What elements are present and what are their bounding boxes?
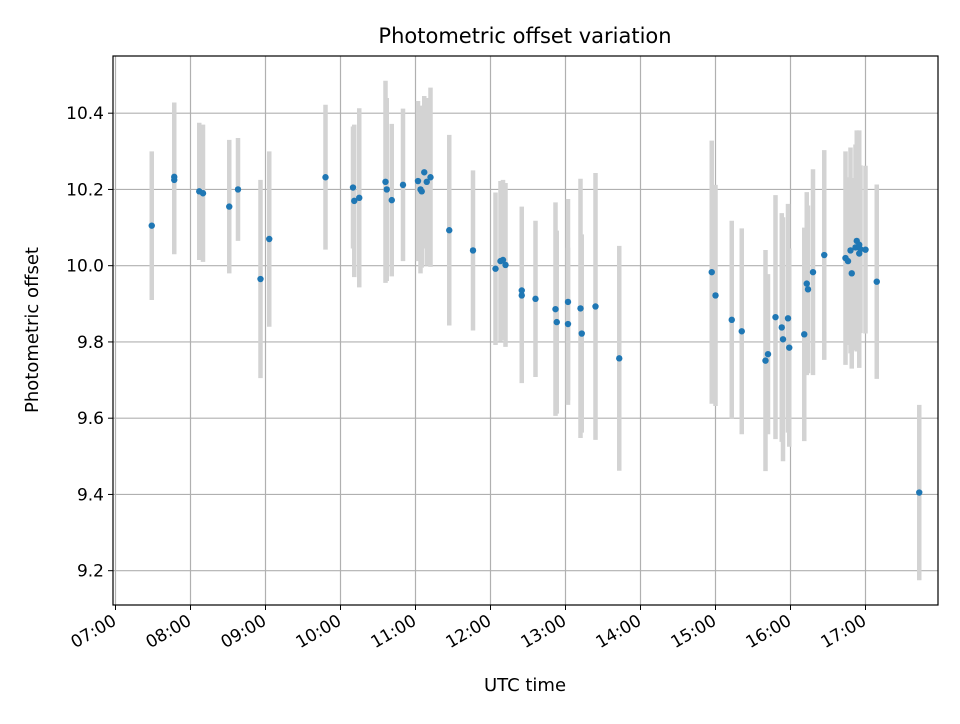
data-point [266,235,273,243]
data-point [847,247,854,254]
data-point [809,268,817,276]
plot-frame [112,55,939,606]
data-point [916,489,923,496]
y-tick-label: 9.6 [77,409,104,429]
data-point [786,344,793,351]
data-point [578,330,585,337]
data-point [322,174,329,181]
data-point [784,315,792,322]
data-point [712,292,719,299]
plot-area [113,56,938,605]
grid [113,56,938,605]
data-point [356,194,363,202]
data-point [577,305,584,312]
data-points [148,169,923,496]
data-point [388,196,395,204]
data-point [564,320,572,328]
data-point [804,286,812,293]
y-tick-label: 9.4 [77,485,104,505]
data-point [564,298,572,306]
data-point [532,295,539,303]
data-point [234,186,242,193]
data-point [778,324,785,331]
data-point [383,186,390,193]
data-point [399,181,407,189]
data-point [414,177,422,185]
data-point [502,261,509,269]
data-point [469,247,477,254]
y-tick-label: 10.4 [66,104,104,124]
data-point [418,188,425,195]
data-point [148,222,155,229]
data-point [738,328,745,335]
data-point [171,176,178,184]
y-axis-label: Photometric offset [22,247,43,413]
data-point [592,303,599,310]
data-point [553,318,560,326]
data-point [844,257,852,265]
y-tick-label: 9.8 [77,333,104,353]
data-point [552,305,559,313]
data-point [421,169,428,176]
data-point [708,268,715,276]
data-point [616,355,623,362]
data-point [427,174,434,181]
data-point [499,256,507,264]
data-point [873,278,880,285]
data-point [382,178,389,186]
data-point [764,350,772,358]
data-point [446,227,453,234]
data-point [848,270,855,277]
data-point [762,357,769,364]
x-axis-label: UTC time [484,675,566,696]
data-point [199,190,207,197]
y-tick-label: 10.2 [66,180,104,200]
data-point [857,246,864,253]
y-tick-label: 10.0 [66,257,104,277]
data-point [779,336,787,343]
data-point [349,184,357,191]
data-point [728,316,735,324]
y-tick-label: 9.2 [77,562,104,582]
data-point [801,331,808,338]
data-point [862,246,869,253]
data-point [821,251,828,259]
data-point [518,287,525,294]
data-point [257,275,264,283]
data-point [518,292,525,299]
data-point [423,178,430,186]
data-point [226,203,233,210]
data-point [492,265,499,272]
data-point [772,313,779,321]
data-point [803,280,810,287]
data-point [351,197,358,205]
chart-title: Photometric offset variation [378,24,671,48]
